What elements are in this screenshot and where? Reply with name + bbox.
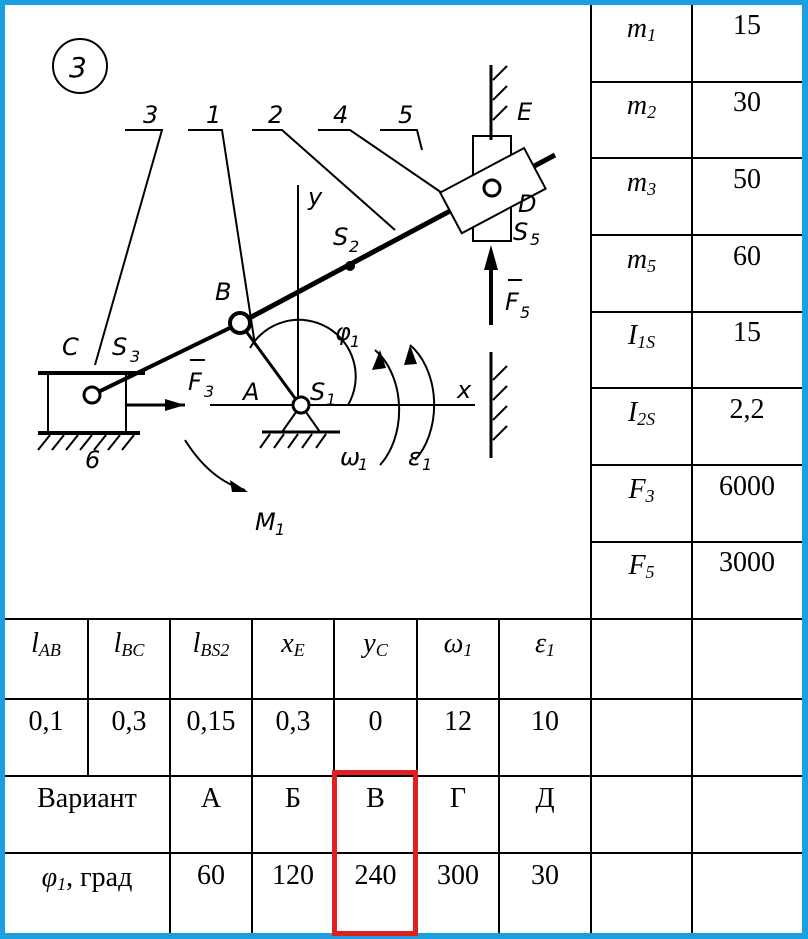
param-value: 0,1 — [28, 706, 64, 737]
variant-letter: Д — [535, 783, 555, 814]
point-S1: S — [310, 378, 325, 406]
param-value: 60 — [733, 241, 761, 272]
svg-text:1: 1 — [275, 520, 285, 539]
point-D: D — [518, 190, 536, 218]
svg-text:1: 1 — [358, 455, 368, 474]
variant-letter-selected: В — [366, 783, 385, 814]
point-E: E — [517, 98, 533, 126]
param-value: 3000 — [719, 547, 775, 578]
variant-letter: А — [200, 783, 222, 814]
variant-letter: Г — [449, 783, 467, 814]
param-symbol: m3 — [626, 167, 657, 199]
mechanism-diagram: 3 3 1 2 4 5 6 C S 3 B A S 1 S 2 D S 5 E … — [37, 38, 557, 539]
point-B: B — [215, 278, 231, 306]
param-header: ε1 — [534, 628, 556, 660]
force-F3: F — [188, 368, 203, 396]
point-S2: S — [333, 223, 348, 251]
param-value: 15 — [733, 317, 761, 348]
param-header: yC — [363, 628, 388, 660]
link-label: 3 — [143, 101, 158, 129]
selected-variant-highlight — [332, 770, 418, 936]
axis-x: x — [456, 376, 472, 404]
svg-text:1: 1 — [422, 455, 432, 474]
param-symbol: F3 — [628, 474, 655, 506]
angle-label: φ1, град — [41, 862, 133, 894]
param-value: 2,2 — [729, 394, 765, 425]
param-value: 0 — [368, 706, 383, 737]
axis-y: y — [307, 183, 323, 211]
param-symbol: F5 — [628, 550, 655, 582]
point-S3: S — [112, 333, 127, 361]
angle-value: 120 — [272, 860, 314, 891]
param-value: 12 — [444, 706, 472, 737]
variant-label: Вариант — [37, 783, 137, 814]
point-C: C — [62, 333, 79, 361]
param-value: 0,3 — [275, 706, 311, 737]
variant-letter: Б — [284, 783, 302, 814]
param-value: 15 — [733, 10, 761, 41]
omega1: ω — [340, 443, 360, 471]
param-value: 6000 — [719, 471, 775, 502]
variant-number-circle — [52, 38, 108, 94]
param-symbol: I2S — [627, 397, 656, 429]
angle-phi1: φ — [335, 318, 351, 346]
svg-text:5: 5 — [520, 303, 530, 322]
link-label: 4 — [333, 101, 348, 129]
variant-number: 3 — [69, 51, 87, 84]
param-value: 0,3 — [111, 706, 147, 737]
param-value: 10 — [531, 706, 559, 737]
svg-text:5: 5 — [530, 230, 540, 249]
param-value: 50 — [733, 164, 761, 195]
param-symbol: m2 — [626, 90, 657, 122]
link-label: 2 — [268, 101, 283, 129]
link-label: 1 — [206, 101, 221, 129]
param-header: ω1 — [443, 628, 473, 660]
param-symbol: m1 — [626, 13, 657, 45]
svg-text:3: 3 — [130, 347, 140, 366]
param-header: xE — [281, 628, 305, 660]
angle-value: 300 — [437, 860, 479, 891]
svg-text:1: 1 — [326, 390, 336, 409]
param-header: lBS2 — [192, 628, 230, 660]
link-label: 5 — [398, 101, 413, 129]
svg-text:2: 2 — [349, 237, 359, 256]
point-S5: S — [513, 218, 528, 246]
param-symbol: m5 — [626, 244, 657, 276]
angle-value-selected: 240 — [354, 860, 397, 891]
force-F5: F — [505, 288, 520, 316]
param-header: lAB — [31, 628, 61, 660]
moment-M1: M — [255, 508, 276, 536]
svg-text:3: 3 — [204, 382, 214, 401]
param-value: 30 — [733, 87, 761, 118]
angle-value: 60 — [197, 860, 225, 891]
svg-text:1: 1 — [350, 332, 360, 351]
epsilon1: ε — [408, 443, 421, 471]
link-label: 6 — [85, 446, 100, 474]
param-header: lBC — [113, 628, 145, 660]
param-value: 0,15 — [186, 706, 236, 737]
point-A: A — [241, 378, 259, 406]
angle-value: 30 — [531, 860, 559, 891]
param-symbol: I1S — [627, 320, 656, 352]
